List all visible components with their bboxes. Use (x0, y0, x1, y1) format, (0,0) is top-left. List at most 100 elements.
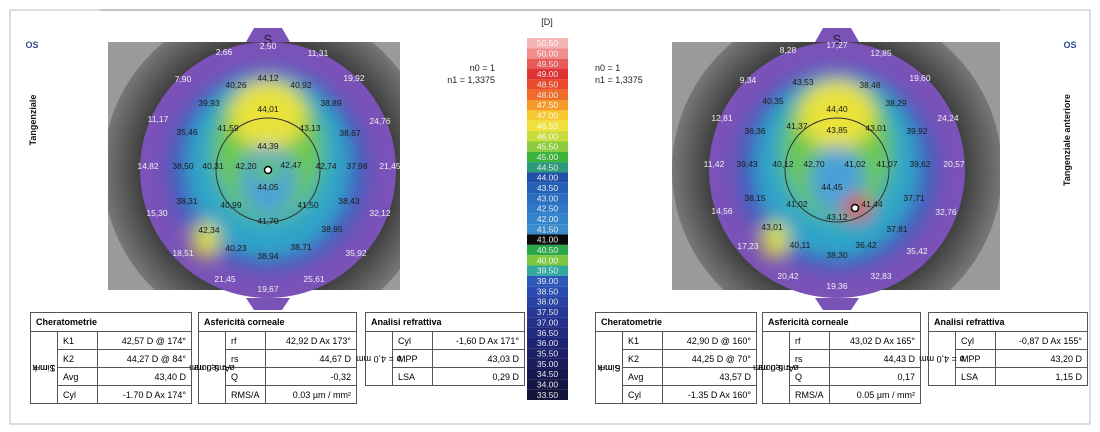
map-value: 11,42 (704, 159, 725, 169)
row-key: K2 (58, 350, 98, 367)
table-row: Cyl -1.35 D Ax 160° (623, 386, 756, 403)
table-row: rf 43,02 D Ax 165° (790, 332, 920, 350)
map-value: 44,40 (826, 104, 848, 114)
map-value: 36,36 (744, 126, 766, 136)
scale-swatch (527, 296, 568, 307)
side-line: 6 mm (597, 362, 621, 373)
map-value: 40,99 (220, 200, 242, 210)
row-key: rs (790, 350, 830, 367)
scale-label: 50.50 (537, 38, 559, 48)
map-value: 20,57 (943, 159, 965, 169)
scale-label: 44.50 (537, 162, 559, 172)
map-value: 8,28 (780, 45, 797, 55)
map-value: 41,02 (786, 199, 808, 209)
scale-label: 43.50 (537, 183, 559, 193)
blob (230, 80, 306, 150)
map-value: 24,76 (369, 116, 391, 126)
map-value: 44,45 (821, 182, 843, 192)
scale-label: 45.50 (537, 142, 559, 152)
table-title: Analisi refrattiva (366, 313, 524, 332)
map-value: 42,20 (235, 161, 257, 171)
table-row: MPP 43,03 D (393, 350, 524, 368)
row-key: Cyl (623, 386, 663, 403)
center-marker (850, 203, 860, 213)
map-value: 37,98 (346, 161, 368, 171)
map-value: 38,30 (826, 250, 848, 260)
scale-label: 40.00 (537, 255, 559, 265)
table-side: Anteriore ø = 6,0 mm (189, 332, 235, 403)
row-value: 44,25 D @ 70° (691, 353, 751, 364)
map-value: 39,43 (736, 159, 758, 169)
scale-label: 33.50 (537, 390, 559, 400)
scale-swatch (527, 224, 568, 235)
row-key: Q (226, 368, 266, 385)
row-value: 42,92 D Ax 173° (285, 335, 351, 346)
map-value: 24,24 (937, 113, 959, 123)
eye-label: OS (1063, 40, 1076, 50)
table-row: RMS/A 0.03 µm / mm² (226, 386, 356, 403)
table-rows: Cyl -0,87 D Ax 155° MPP 43,20 D LSA 1,15 D (956, 332, 1087, 385)
side-line: ø = 6,0 mm (189, 362, 235, 373)
table-row: K1 42,57 D @ 174° (58, 332, 191, 350)
row-value: 44,27 D @ 84° (126, 353, 186, 364)
scale-label: 47.50 (537, 100, 559, 110)
table-side: ø = 4,0 mm (919, 332, 965, 385)
map-value: 38,48 (859, 80, 881, 90)
row-value: 43,02 D Ax 165° (849, 335, 915, 346)
row-value: -1.70 D Ax 174° (122, 389, 186, 400)
map-value: 39,92 (906, 126, 928, 136)
scale-label: 34.50 (537, 369, 559, 379)
map-value: 38,71 (290, 242, 312, 252)
scale-label: 34.00 (537, 379, 559, 389)
row-key: MPP (956, 350, 996, 367)
map-value: 18,51 (172, 248, 194, 258)
map-value: 17,27 (826, 40, 848, 50)
scale-label: 35.50 (537, 348, 559, 358)
map-value: 41,44 (861, 199, 883, 209)
topography-map: S 8,28 17,27 12,85 9,34 43,53 38,48 19,60 40,35 4… (672, 28, 1000, 310)
map-value: 40,26 (225, 80, 247, 90)
map-value: 42,74 (315, 161, 337, 171)
scale-swatch (527, 306, 568, 318)
eye-label: OS (25, 40, 38, 50)
table-row: Avg 43,40 D (58, 368, 191, 386)
row-value: 1,15 D (1055, 371, 1082, 382)
table-rows: K1 42,90 D @ 160° K2 44,25 D @ 70° Avg 43,57 … (623, 332, 756, 403)
scale-label: 48.50 (537, 80, 559, 90)
info-table: Cheratometrie Sim-k 1 mm K1 42,57 D @ 174° K2… (30, 312, 192, 404)
map-value: 14,56 (711, 206, 733, 216)
scale-swatch (527, 79, 568, 90)
map-value: 36,42 (855, 240, 877, 250)
row-key: rs (226, 350, 266, 367)
refractive-index: n1 = 1,3375 (595, 75, 643, 85)
map-value: 40,12 (772, 159, 794, 169)
map-value: 20,42 (777, 271, 799, 281)
refractive-index: n0 = 1 (595, 63, 620, 73)
scale-label: 37.00 (537, 317, 559, 327)
map-value: 32,12 (369, 208, 391, 218)
row-key: RMS/A (226, 386, 266, 403)
map-value: 40,92 (290, 80, 312, 90)
sector-label: S (833, 32, 842, 47)
scale-label: 48.00 (537, 90, 559, 100)
map-value: 41,07 (876, 159, 898, 169)
table-body: ø = 4,0 mm Cyl -1,60 D Ax 171° MPP 43,03 D LS… (356, 332, 524, 385)
side-line: 1 mm (32, 362, 56, 373)
map-title: Tangenziale (28, 95, 38, 146)
scale-label: 40.50 (537, 245, 559, 255)
scale-swatch (527, 182, 568, 194)
table-title: Asfericità corneale (763, 313, 920, 332)
table-row: K1 42,90 D @ 160° (623, 332, 756, 350)
scale-swatch (527, 151, 568, 163)
info-table: Analisi refrattiva ø = 4,0 mm Cyl -1,60 D A… (356, 312, 525, 386)
scale-swatch (527, 234, 568, 245)
scale-label: 36.00 (537, 338, 559, 348)
scale-label: 50.00 (537, 49, 559, 59)
scale-swatch (527, 141, 568, 152)
scale-swatch (527, 69, 568, 80)
map-title: Tangenziale anteriore (1062, 94, 1072, 186)
refractive-index: n0 = 1 (470, 63, 495, 73)
scale-label: 44.00 (537, 173, 559, 183)
map-value: 32,83 (870, 271, 892, 281)
